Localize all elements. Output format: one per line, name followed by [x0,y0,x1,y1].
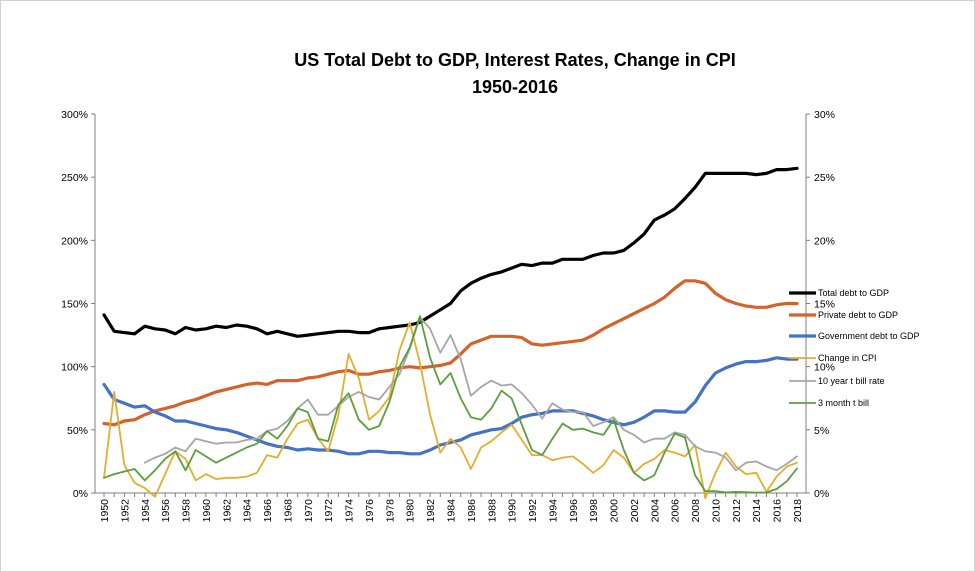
x-tick-label: 1974 [344,499,356,523]
y-left-tick-label: 0% [73,488,88,500]
x-tick-label: 1972 [323,499,335,523]
x-tick-label: 2006 [670,499,682,523]
x-tick-label: 1976 [364,499,376,523]
x-tick-label: 2012 [731,499,743,523]
x-tick-label: 1990 [507,499,519,523]
y-left-tick-label: 250% [61,172,88,184]
legend-label-total-debt-to-gdp: Total debt to GDP [818,288,889,298]
y-left-tick-label: 200% [61,235,88,247]
chart-title: US Total Debt to GDP, Interest Rates, Ch… [294,50,735,70]
x-tick-label: 2000 [609,499,621,523]
x-tick-label: 1996 [568,499,580,523]
x-tick-label: 1986 [466,499,478,523]
y-right-tick-label: 0% [814,488,829,500]
x-tick-label: 2018 [792,499,804,523]
legend-label-change-in-cpi: Change in CPI [818,353,877,363]
series-line-private-debt-to-gdp [102,279,799,427]
series-line-government-debt-to-gdp [102,356,799,456]
y-right-tick-label: 25% [814,172,835,184]
x-tick-label: 1950 [99,499,111,523]
x-tick-label: 1962 [221,499,233,523]
x-tick-label: 1964 [242,499,254,523]
x-tick-label: 2014 [751,499,763,523]
x-tick-label: 1992 [527,499,539,523]
plot-area: 0% 50% 100% 150% 200% 250% 300% 0% 5% 10% 15% 20% 25… [61,109,919,522]
series-line-total-debt-to-gdp [102,166,799,338]
x-tick-label: 1982 [425,499,437,523]
series-line-3-month-t-bill [103,315,798,494]
x-tick-label: 1956 [160,499,172,523]
legend-label-government-debt-to-gdp: Government debt to GDP [818,331,920,341]
x-tick-label: 2016 [772,499,784,523]
x-tick-label: 1978 [384,499,396,523]
y-left-tick-label: 150% [61,299,88,311]
y-right-tick-label: 10% [814,362,835,374]
series-line-change-in-cpi [103,321,798,499]
x-tick-label: 2004 [649,499,661,523]
y-right-tick-label: 20% [814,235,835,247]
x-tick-label: 1958 [181,499,193,523]
x-tick-label: 1980 [405,499,417,523]
x-tick-label: 1988 [486,499,498,523]
y-left-tick-label: 300% [61,109,88,121]
legend-label-3-month-t-bill: 3 month t bill [818,398,869,408]
y-left-tick-label: 50% [67,425,88,437]
x-tick-label: 1984 [446,499,458,523]
y-left-tick-label: 100% [61,362,88,374]
x-tick-label: 1954 [140,499,152,523]
legend-label-private-debt-to-gdp: Private debt to GDP [818,310,898,320]
legend-label-10-year-t-bill-rate: 10 year t bill rate [818,376,885,386]
x-tick-label: 2010 [710,499,722,523]
x-tick-label: 2002 [629,499,641,523]
y-right-tick-label: 15% [814,299,835,311]
x-tick-label: 1960 [201,499,213,523]
series-line-10-year-t-bill-rate [143,316,798,472]
chart-subtitle: 1950-2016 [472,77,558,97]
x-tick-label: 1994 [547,499,559,523]
x-tick-label: 1968 [282,499,294,523]
x-tick-label: 1966 [262,499,274,523]
x-tick-label: 1998 [588,499,600,523]
y-right-tick-label: 5% [814,425,829,437]
x-tick-label: 1952 [119,499,131,523]
x-tick-label: 1970 [303,499,315,523]
x-tick-label: 2008 [690,499,702,523]
y-right-tick-label: 30% [814,109,835,121]
